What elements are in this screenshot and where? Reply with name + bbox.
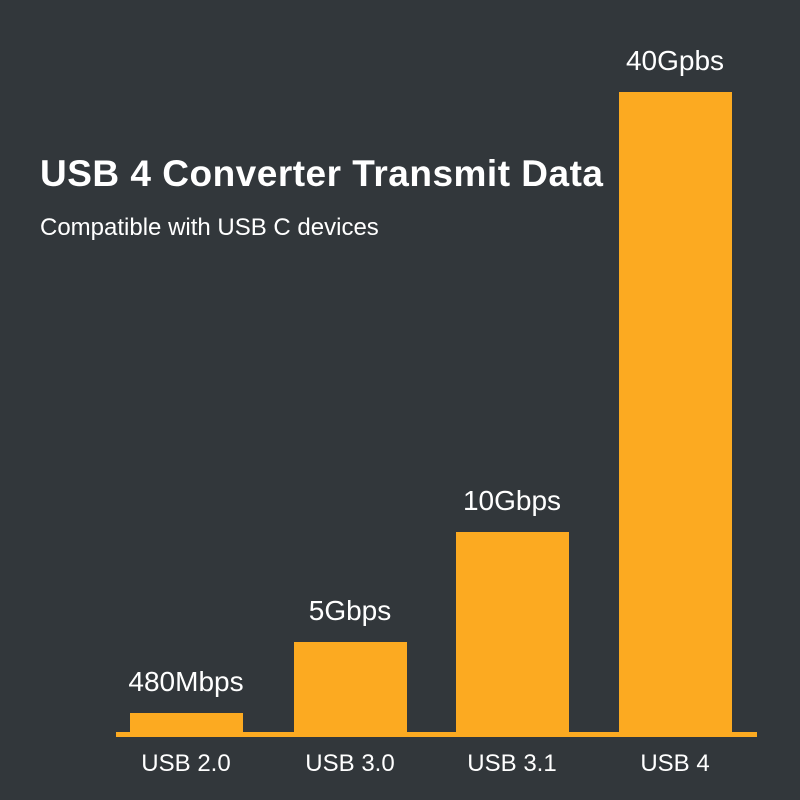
bar-category-label: USB 4 [640, 750, 710, 777]
bar-value-label: 40Gpbs [625, 45, 725, 76]
bar [129, 713, 243, 736]
bar [455, 532, 569, 736]
page-subtitle: Compatible with USB C devices [40, 214, 379, 241]
bar-value-label: 480Mbps [128, 666, 244, 697]
bar-value-label: 10Gbps [462, 485, 562, 516]
bar [618, 92, 732, 736]
bar-category-label: USB 2.0 [141, 750, 231, 777]
bar-value-label: 5Gbps [308, 595, 392, 626]
page-title: USB 4 Converter Transmit Data [40, 153, 604, 194]
x-axis-line [116, 732, 757, 737]
bar-category-label: USB 3.0 [305, 750, 395, 777]
bar-category-label: USB 3.1 [467, 750, 557, 777]
bar [293, 642, 407, 736]
